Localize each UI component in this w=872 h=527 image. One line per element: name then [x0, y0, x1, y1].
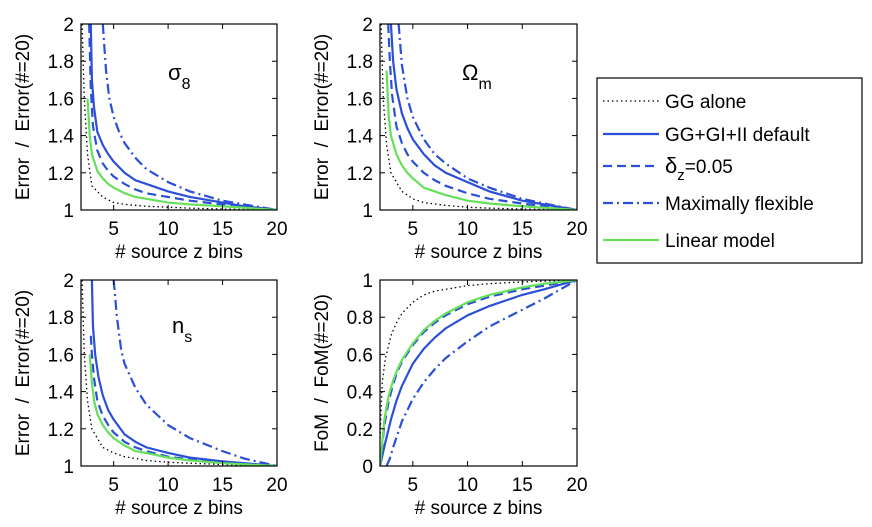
axes-frame	[80, 23, 278, 211]
chart-panel-3: 1 1.2 1.4 1.6 1.8 2 5 10 15 20 # source z bins Erro…	[13, 271, 288, 519]
y-tick-label: 1.8	[48, 308, 74, 329]
x-tick-label: 5	[408, 475, 419, 496]
chart-panel-1: 1 1.2 1.4 1.6 1.8 2 5 10 15 20 # source z bins Erro…	[13, 15, 288, 263]
x-tick-label: 5	[408, 219, 419, 240]
legend-label: Linear model	[665, 231, 775, 252]
series-line-gg-gi-ii-default	[389, 24, 577, 210]
series-line-linear-model	[385, 70, 577, 210]
y-axis-label: Error / Error(#=20)	[13, 34, 34, 200]
y-tick-label: 2	[63, 15, 74, 36]
series-line-gg-alone	[380, 280, 577, 439]
x-tick-label: 10	[457, 219, 478, 240]
legend: GG alone GG+GI+II default δz=0.05 Maximally…	[596, 77, 863, 264]
y-tick-label: 1.8	[48, 52, 74, 73]
x-tick-label: 20	[266, 475, 287, 496]
panel-label: ns	[172, 313, 192, 346]
legend-label: Maximally flexible	[665, 194, 814, 215]
x-tick-label: 20	[566, 475, 587, 496]
x-tick-label: 20	[266, 219, 287, 240]
y-tick-label: 0.6	[347, 345, 373, 366]
series-line-z-0-05	[387, 24, 577, 210]
x-axis-label: # source z bins	[415, 498, 543, 519]
x-tick-label: 15	[212, 219, 233, 240]
x-tick-label: 10	[158, 219, 179, 240]
x-tick-label: 15	[512, 219, 533, 240]
series-line-z-0-05	[380, 280, 577, 466]
series-line-maximally-flexible	[385, 280, 577, 466]
y-tick-label: 0.2	[347, 420, 373, 441]
y-tick-label: 1	[63, 457, 74, 478]
y-axis-label: FoM / FoM(#=20)	[312, 294, 333, 452]
y-tick-label: 0	[362, 457, 373, 478]
x-axis-label: # source z bins	[115, 498, 243, 519]
panel-label: Ωm	[462, 60, 492, 93]
y-tick-label: 1.4	[48, 383, 75, 404]
y-tick-label: 1.4	[347, 127, 374, 148]
y-tick-label: 1.6	[347, 89, 373, 110]
legend-label: GG alone	[665, 92, 746, 113]
series-line-gg-alone	[81, 24, 277, 210]
series-line-maximally-flexible	[101, 24, 277, 210]
y-axis-label: Error / Error(#=20)	[13, 290, 34, 456]
x-axis-label: # source z bins	[415, 242, 543, 263]
series-line-maximally-flexible	[397, 24, 577, 210]
x-axis-label: # source z bins	[115, 242, 243, 263]
series-line-linear-model	[380, 280, 577, 466]
legend-box	[596, 77, 863, 264]
y-tick-label: 0.4	[347, 383, 374, 404]
y-tick-label: 1.4	[48, 127, 75, 148]
series-line-linear-model	[88, 354, 277, 466]
y-axis-label: Error / Error(#=20)	[312, 34, 333, 200]
chart-panel-2: 1 1.2 1.4 1.6 1.8 2 5 10 15 20 # source z bins Erro…	[312, 15, 588, 263]
x-tick-label: 5	[108, 475, 119, 496]
series-line-linear-model	[86, 98, 277, 210]
series-line-gg-alone	[380, 24, 577, 210]
x-tick-label: 20	[566, 219, 587, 240]
series-line-z-0-05	[88, 24, 277, 210]
y-tick-label: 1.2	[48, 420, 74, 441]
axes-frame	[379, 279, 578, 467]
x-tick-label: 10	[457, 475, 478, 496]
series-line-gg-gi-ii-default	[380, 280, 577, 466]
y-tick-label: 1.8	[347, 52, 373, 73]
series-line-gg-gi-ii-default	[90, 280, 277, 466]
series-line-maximally-flexible	[112, 280, 277, 466]
axes-frame	[379, 23, 578, 211]
legend-label: δz=0.05	[665, 153, 733, 184]
axes-frame	[80, 279, 278, 467]
y-tick-label: 1.6	[48, 345, 74, 366]
x-tick-label: 15	[212, 475, 233, 496]
y-tick-label: 0.8	[347, 308, 373, 329]
y-tick-label: 1	[362, 271, 373, 292]
x-tick-label: 15	[512, 475, 533, 496]
y-tick-label: 1	[362, 201, 373, 222]
y-tick-label: 1.2	[48, 164, 74, 185]
y-tick-label: 1.6	[48, 89, 74, 110]
series-line-gg-alone	[81, 280, 277, 466]
x-tick-label: 10	[158, 475, 179, 496]
y-tick-label: 2	[63, 271, 74, 292]
y-tick-label: 1	[63, 201, 74, 222]
panel-label: σ8	[168, 60, 191, 93]
x-tick-label: 5	[108, 219, 119, 240]
y-tick-label: 2	[362, 15, 373, 36]
chart-panel-4: 00.20.40.60.815 10 15 20# source z binsFoM …	[312, 271, 588, 519]
series-line-z-0-05	[89, 335, 277, 466]
series-line-gg-gi-ii-default	[89, 24, 277, 210]
legend-label: GG+GI+II default	[665, 125, 810, 146]
y-tick-label: 1.2	[347, 164, 373, 185]
